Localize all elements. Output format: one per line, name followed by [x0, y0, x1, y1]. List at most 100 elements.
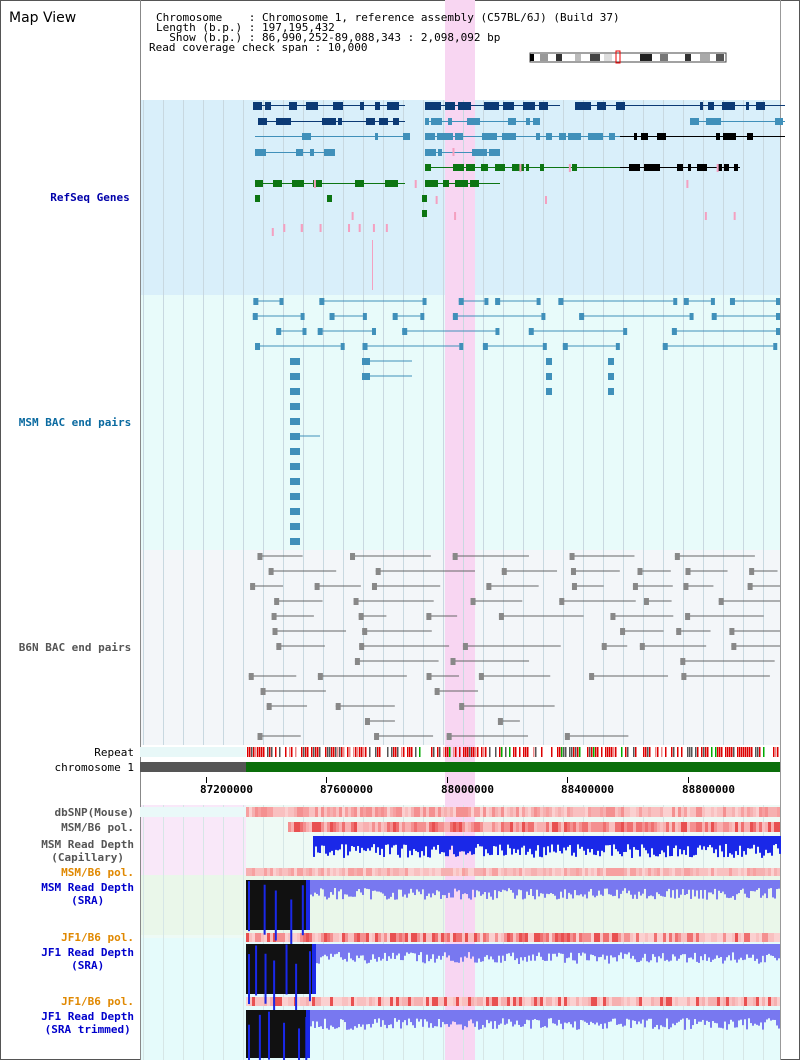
- heat-cell: [648, 997, 651, 1006]
- depth-bar: [712, 880, 714, 895]
- depth-bar: [725, 836, 727, 845]
- heat-cell: [639, 868, 642, 876]
- heat-cell: [444, 807, 447, 817]
- depth-bar: [594, 944, 596, 957]
- refseq-track-label[interactable]: RefSeq Genes: [50, 191, 130, 204]
- msm-bac-track-label[interactable]: MSM BAC end pairs: [18, 416, 132, 429]
- heat-cell: [414, 997, 417, 1006]
- depth-bar: [438, 944, 440, 956]
- depth-bar: [434, 1010, 436, 1027]
- depth-bar: [400, 880, 402, 890]
- heat-cell: [276, 997, 279, 1006]
- heat-cell: [621, 997, 624, 1006]
- repeat-mark: [251, 747, 253, 757]
- depth-bar: [332, 880, 334, 895]
- jf1-b6-pol-track-label[interactable]: JF1/B6 pol.: [61, 931, 134, 944]
- heat-cell: [534, 933, 537, 942]
- repeat-mark: [467, 747, 469, 757]
- heat-cell: [591, 822, 594, 832]
- depth-bar: [398, 880, 400, 890]
- heat-cell: [447, 807, 450, 817]
- heat-cell: [531, 822, 534, 832]
- depth-bar: [766, 1010, 768, 1020]
- depth-bar: [586, 944, 588, 961]
- depth-bar: [381, 836, 383, 849]
- heat-cell: [531, 933, 534, 942]
- gene-exon: [540, 164, 544, 171]
- depth-bar: [636, 1010, 638, 1025]
- heat-cell: [570, 868, 573, 876]
- depth-bar: [492, 944, 494, 960]
- depth-bar: [726, 944, 728, 958]
- bac-end: [673, 298, 678, 305]
- depth-bar: [765, 836, 767, 850]
- chromosome-track-label[interactable]: chromosome 1: [54, 761, 134, 774]
- heat-cell: [624, 933, 627, 942]
- gene-exon: [327, 195, 332, 202]
- heat-cell: [390, 933, 393, 942]
- gene-exon: [697, 164, 707, 171]
- heat-cell: [645, 822, 648, 832]
- heat-cell: [324, 822, 327, 832]
- repeat-mark: [459, 747, 461, 757]
- heat-cell: [717, 868, 720, 876]
- depth-bar: [450, 1010, 452, 1025]
- repeat-mark: [671, 747, 673, 757]
- depth-bar: [488, 880, 490, 893]
- heat-cell: [480, 933, 483, 942]
- depth-bar: [490, 944, 492, 957]
- bac-end: [300, 313, 305, 320]
- depth-bar: [696, 1010, 698, 1024]
- gene-exon: [575, 102, 591, 110]
- b6n-bac-track-label[interactable]: B6N BAC end pairs: [18, 641, 132, 654]
- heat-cell: [543, 822, 546, 832]
- depth-bar: [467, 836, 469, 854]
- jf1-depth-sra-track-label[interactable]: JF1 Read Depth (SRA): [41, 946, 134, 972]
- repeat-track-label[interactable]: Repeat: [94, 746, 134, 759]
- depth-bar: [639, 836, 641, 857]
- depth-bar: [670, 880, 672, 898]
- depth-bar: [430, 880, 432, 898]
- depth-bar: [637, 836, 639, 850]
- depth-bar: [382, 944, 384, 959]
- depth-bar: [390, 880, 392, 897]
- heat-cell: [285, 933, 288, 942]
- jf1-depth-trimmed-track-label[interactable]: JF1 Read Depth (SRA trimmed): [41, 1010, 134, 1036]
- depth-bar: [764, 944, 766, 963]
- depth-bar: [578, 880, 580, 896]
- heat-cell: [750, 822, 753, 832]
- heat-cell: [264, 807, 267, 817]
- depth-bar: [285, 944, 288, 995]
- depth-bar: [392, 1010, 394, 1029]
- heat-cell: [444, 822, 447, 832]
- msm-depth-capillary-track-label[interactable]: MSM Read Depth (Capillary): [41, 838, 134, 864]
- repeat-mark: [349, 747, 351, 757]
- heat-cell: [603, 807, 606, 817]
- heat-cell: [561, 807, 564, 817]
- heat-cell: [612, 822, 615, 832]
- depth-bar: [583, 836, 585, 851]
- heat-cell: [504, 997, 507, 1006]
- b6n-end: [559, 598, 565, 605]
- heat-cell: [759, 807, 762, 817]
- depth-bar: [516, 944, 518, 959]
- repeat-mark: [333, 747, 335, 757]
- heat-cell: [567, 997, 570, 1006]
- depth-bar: [343, 836, 345, 858]
- heat-cell: [471, 807, 474, 817]
- dbsnp-track-label[interactable]: dbSNP(Mouse): [54, 806, 134, 819]
- msm-depth-sra-track-label[interactable]: MSM Read Depth (SRA): [41, 881, 134, 907]
- depth-bar: [534, 1010, 536, 1020]
- repeat-mark: [773, 747, 775, 757]
- depth-bar: [447, 836, 449, 857]
- jf1-b6-pol-trimmed-track-label[interactable]: JF1/B6 pol.: [61, 995, 134, 1008]
- msm-b6-pol-sra-track-label[interactable]: MSM/B6 pol.: [61, 866, 134, 879]
- heat-cell: [729, 807, 732, 817]
- msm-b6-pol-track-label[interactable]: MSM/B6 pol.: [61, 821, 134, 834]
- heat-cell: [693, 822, 696, 832]
- heat-cell: [429, 868, 432, 876]
- depth-bar: [640, 880, 642, 896]
- depth-bar: [554, 1010, 556, 1024]
- depth-bar: [716, 1010, 718, 1024]
- repeat-mark: [657, 747, 659, 757]
